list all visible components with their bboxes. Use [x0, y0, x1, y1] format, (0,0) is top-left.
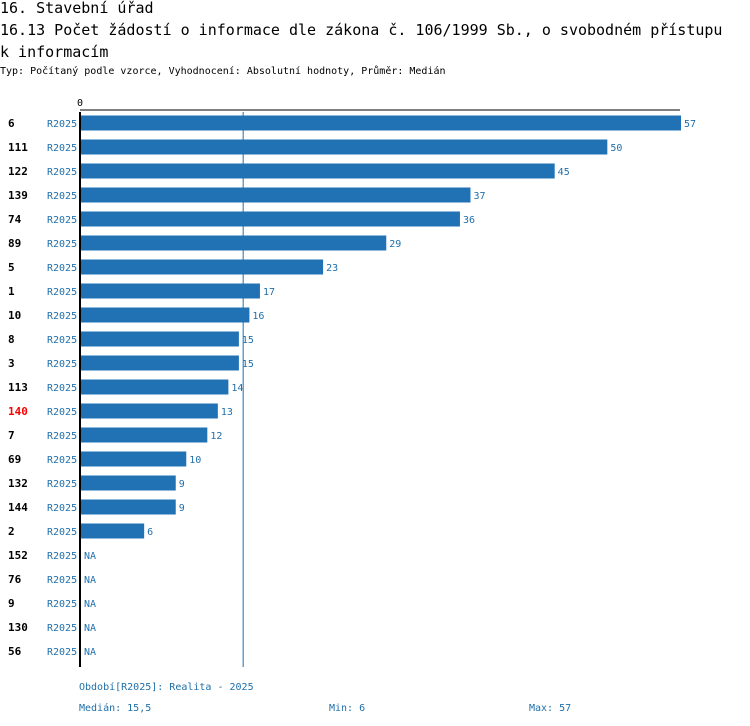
category-label: 130 [8, 621, 28, 634]
value-label: 10 [189, 455, 201, 466]
category-label: 113 [8, 381, 28, 394]
value-label: 57 [684, 119, 696, 130]
bar [81, 235, 387, 251]
category-label: 139 [8, 189, 28, 202]
category-label: 5 [8, 261, 15, 274]
category-label: 89 [8, 237, 21, 250]
series-label: R2025 [47, 119, 77, 130]
value-label: NA [84, 623, 96, 634]
series-label: R2025 [47, 431, 77, 442]
bar [81, 451, 187, 467]
category-label: 2 [8, 525, 15, 538]
footer-median: Medián: 15,5 [79, 703, 152, 714]
section-title: 16. Stavební úřad [0, 0, 154, 17]
value-label: NA [84, 575, 96, 586]
category-label: 9 [8, 597, 15, 610]
series-label: R2025 [47, 551, 77, 562]
bar [81, 523, 145, 539]
series-label: R2025 [47, 311, 77, 322]
series-label: R2025 [47, 215, 77, 226]
value-label: 29 [389, 239, 401, 250]
category-label: 76 [8, 573, 22, 586]
category-label: 8 [8, 333, 15, 346]
bar [81, 475, 176, 491]
series-label: R2025 [47, 191, 77, 202]
value-label: NA [84, 599, 96, 610]
value-label: NA [84, 647, 96, 658]
category-label: 7 [8, 429, 15, 442]
bar [81, 115, 681, 131]
series-label: R2025 [47, 455, 77, 466]
bar [81, 259, 324, 275]
value-label: 6 [147, 527, 153, 538]
bar [81, 331, 239, 347]
bar [81, 307, 250, 323]
series-label: R2025 [47, 287, 77, 298]
value-label: 23 [326, 263, 338, 274]
value-label: 50 [610, 143, 622, 154]
value-label: 16 [252, 311, 264, 322]
chart-subtitle: Typ: Počítaný podle vzorce, Vyhodnocení:… [0, 66, 446, 77]
category-label: 69 [8, 453, 21, 466]
series-label: R2025 [47, 623, 77, 634]
value-label: 17 [263, 287, 275, 298]
category-label: 132 [8, 477, 28, 490]
series-label: R2025 [47, 599, 77, 610]
bar [81, 427, 208, 443]
series-label: R2025 [47, 527, 77, 538]
bar [81, 379, 229, 395]
category-label: 140 [8, 405, 28, 418]
chart-title-line1: 16.13 Počet žádostí o informace dle záko… [0, 21, 723, 39]
value-label: 45 [558, 167, 570, 178]
footer-min: Min: 6 [329, 703, 366, 714]
category-label: 144 [8, 501, 28, 514]
series-label: R2025 [47, 167, 77, 178]
category-label: 6 [8, 117, 15, 130]
category-label: 122 [8, 165, 28, 178]
series-label: R2025 [47, 359, 77, 370]
chart-title-line2: k informacím [0, 43, 109, 61]
series-label: R2025 [47, 503, 77, 514]
series-label: R2025 [47, 647, 77, 658]
series-label: R2025 [47, 383, 77, 394]
bar [81, 211, 460, 227]
value-label: 12 [210, 431, 222, 442]
value-label: 14 [231, 383, 243, 394]
category-label: 74 [8, 213, 22, 226]
bar [81, 355, 239, 371]
series-label: R2025 [47, 143, 77, 154]
category-label: 152 [8, 549, 28, 562]
bar [81, 163, 555, 179]
series-label: R2025 [47, 263, 77, 274]
footer-period: Období[R2025]: Realita - 2025 [79, 682, 254, 693]
bar [81, 139, 608, 155]
value-label: NA [84, 551, 96, 562]
category-label: 10 [8, 309, 21, 322]
bar [81, 187, 471, 203]
value-label: 37 [473, 191, 485, 202]
bar [81, 499, 176, 515]
bar [81, 403, 218, 419]
value-label: 15 [242, 359, 254, 370]
category-label: 56 [8, 645, 22, 658]
series-label: R2025 [47, 407, 77, 418]
series-label: R2025 [47, 239, 77, 250]
series-label: R2025 [47, 335, 77, 346]
value-label: 13 [221, 407, 233, 418]
value-label: 36 [463, 215, 475, 226]
series-label: R2025 [47, 479, 77, 490]
footer-max: Max: 57 [529, 703, 572, 714]
series-label: R2025 [47, 575, 77, 586]
value-label: 9 [179, 479, 185, 490]
category-label: 1 [8, 285, 15, 298]
axis-zero-label: 0 [77, 98, 83, 109]
value-label: 9 [179, 503, 185, 514]
category-label: 3 [8, 357, 15, 370]
bar [81, 283, 260, 299]
value-label: 15 [242, 335, 254, 346]
category-label: 111 [8, 141, 28, 154]
